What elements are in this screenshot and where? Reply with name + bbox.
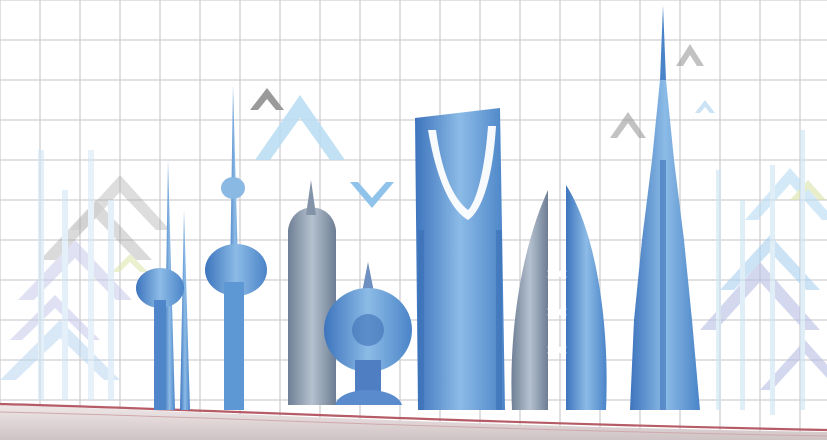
twin-spire-tower <box>136 160 190 410</box>
arrow-cluster-left <box>0 150 170 400</box>
floor-band <box>0 402 827 440</box>
arch-tower <box>415 108 505 410</box>
domed-tower <box>324 262 412 405</box>
supertall-tower <box>630 5 700 410</box>
gray-cylinder-tower <box>288 180 336 405</box>
arrow-cluster-right <box>610 44 827 415</box>
sail-towers <box>511 185 607 410</box>
tv-tower <box>205 85 267 410</box>
